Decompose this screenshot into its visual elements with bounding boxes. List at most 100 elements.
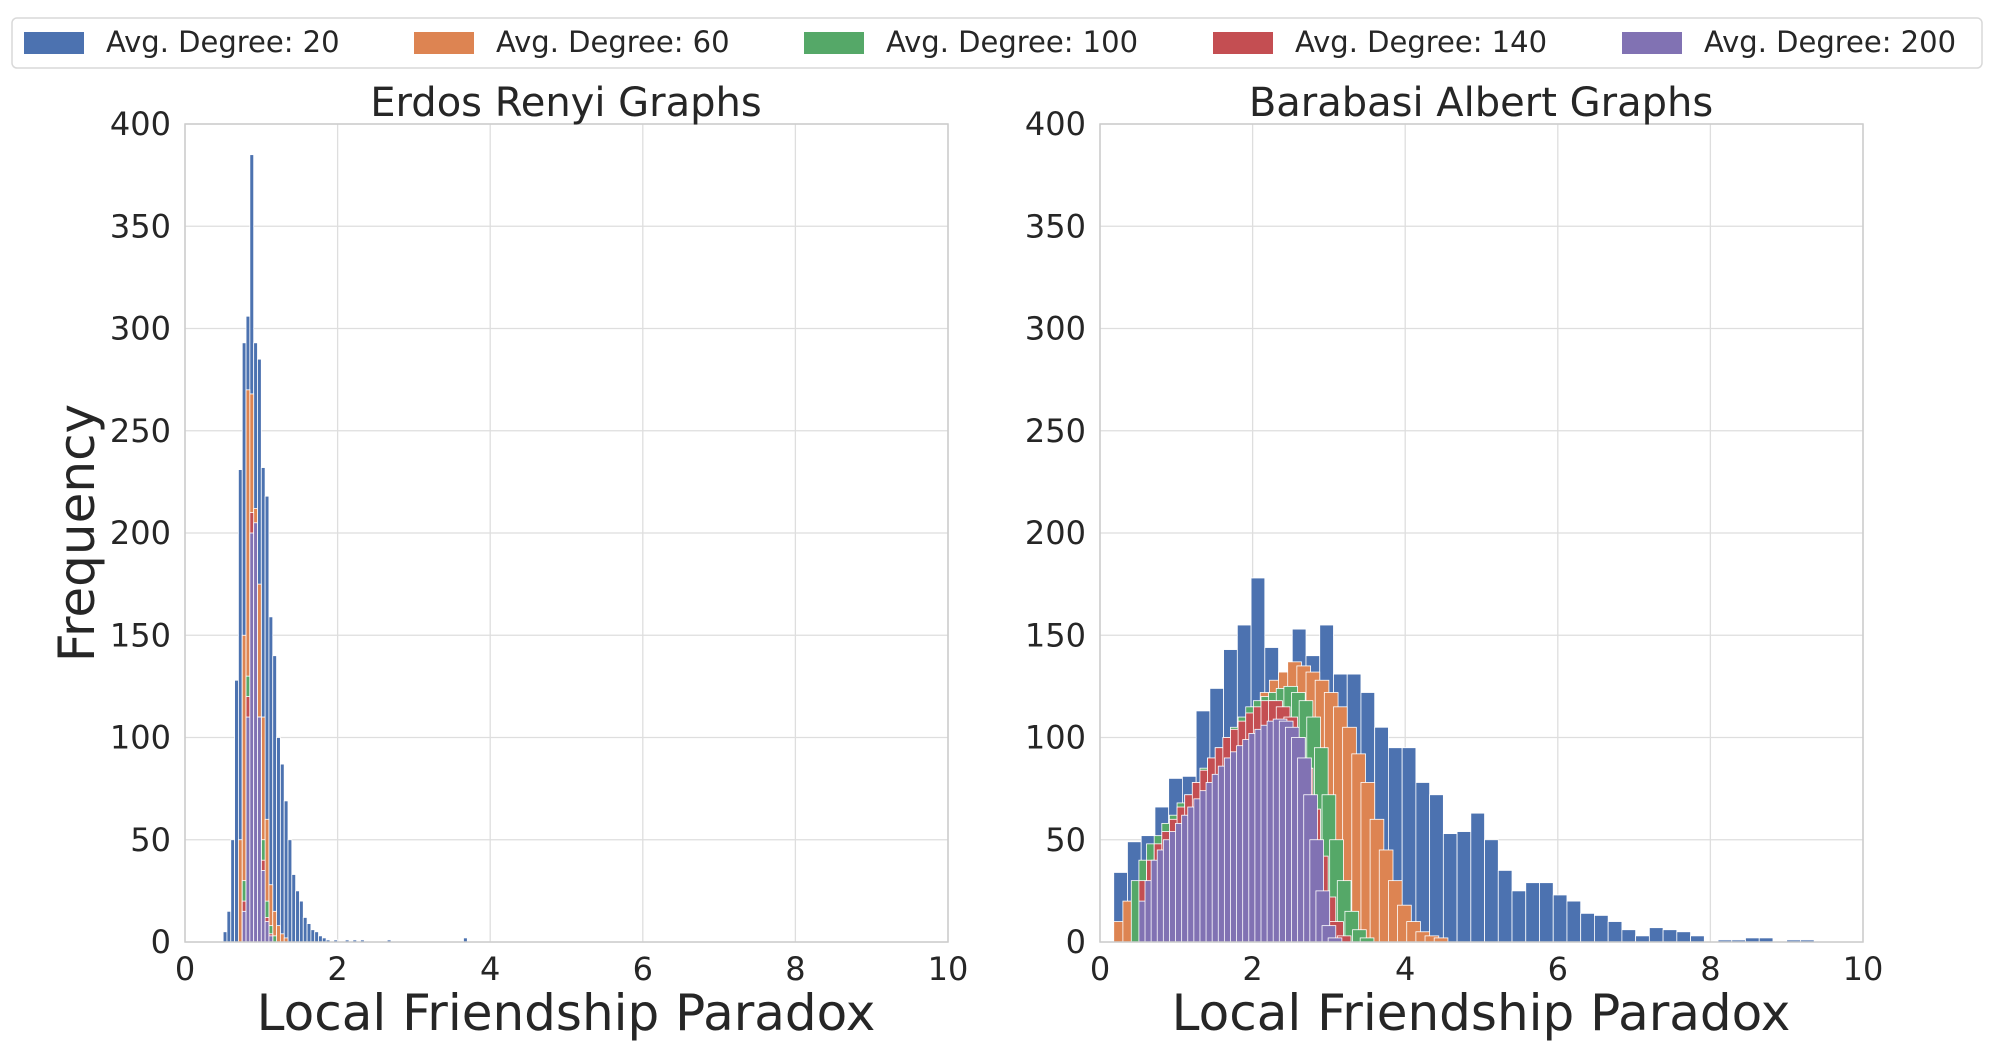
- legend-label: Avg. Degree: 100: [886, 25, 1138, 59]
- y-tick-label: 350: [1025, 207, 1086, 245]
- legend-swatch: [414, 32, 474, 54]
- y-tick-label: 100: [110, 719, 171, 757]
- histogram-bar: [249, 532, 255, 943]
- y-tick-label: 50: [130, 821, 171, 859]
- histogram-bar: [257, 716, 262, 943]
- y-tick-label: 200: [110, 514, 171, 552]
- histogram-bar: [1429, 794, 1444, 943]
- x-axis-label-erdos-renyi: Local Friendship Paradox: [257, 984, 876, 1042]
- chart-title-erdos-renyi: Erdos Renyi Graphs: [370, 80, 761, 126]
- x-tick-label: 2: [1242, 950, 1262, 988]
- y-tick-label: 0: [151, 923, 171, 961]
- legend-frame: [11, 17, 1983, 69]
- legend-swatch: [804, 32, 864, 54]
- histogram-bar: [234, 679, 239, 943]
- histogram-bar: [268, 935, 274, 943]
- legend-label: Avg. Degree: 140: [1295, 25, 1547, 59]
- histogram-bar: [1415, 782, 1431, 943]
- chart-title-barabasi-albert: Barabasi Albert Graphs: [1249, 80, 1713, 126]
- histogram-bar: [310, 929, 316, 943]
- histogram-bar: [314, 931, 319, 943]
- x-tick-label: 6: [633, 950, 653, 988]
- histogram-bar: [1635, 935, 1650, 943]
- y-tick-label: 400: [110, 105, 171, 143]
- histogram-bar: [279, 933, 285, 943]
- legend-item: Avg. Degree: 100: [804, 25, 1138, 59]
- histogram-bar: [1484, 839, 1499, 943]
- histogram-bar: [1456, 831, 1472, 943]
- y-tick-label: 150: [1025, 616, 1086, 654]
- histogram-bar: [226, 910, 232, 943]
- histogram-bar: [302, 917, 308, 943]
- histogram-bar: [245, 716, 251, 943]
- grid-erdos-renyi: [184, 123, 949, 943]
- y-tick-label: 100: [1025, 719, 1086, 757]
- x-tick-label: 6: [1548, 950, 1568, 988]
- histogram-bar: [1676, 931, 1691, 943]
- histogram-bar: [222, 931, 228, 943]
- y-tick-label: 50: [1045, 821, 1086, 859]
- histogram-bar: [1552, 894, 1568, 943]
- x-tick-label: 4: [480, 950, 500, 988]
- histogram-bar: [1470, 812, 1485, 943]
- x-tick-labels-barabasi-albert: 0 2 4 6 8 10: [1090, 950, 1884, 988]
- histogram-bar: [1594, 915, 1609, 943]
- histogram-bar: [276, 925, 281, 943]
- histogram-bar: [279, 763, 285, 943]
- x-tick-label: 8: [785, 950, 805, 988]
- subplot-erdos-renyi: 0 2 4 6 8 10 0 50 100 150 200 250 300 350 400 Erdos R…: [48, 80, 968, 1042]
- legend: Avg. Degree: 20 Avg. Degree: 60 Avg. Degre…: [11, 17, 1983, 69]
- histogram-bar: [295, 890, 300, 943]
- y-tick-label: 300: [110, 310, 171, 348]
- histogram-bar: [283, 800, 289, 943]
- legend-label: Avg. Degree: 200: [1704, 25, 1956, 59]
- histogram-bar: [299, 900, 304, 943]
- legend-swatch: [24, 32, 84, 54]
- histogram-bar: [1442, 833, 1458, 943]
- y-tick-label: 0: [1066, 923, 1086, 961]
- subplot-barabasi-albert: 0 2 4 6 8 10 0 50 100 150 200 250 300 350 400 Barabas…: [1025, 80, 1883, 1042]
- axes-frame-erdos-renyi: [184, 123, 949, 943]
- histogram-bar: [1580, 912, 1595, 943]
- axes-frame-barabasi-albert: [1099, 123, 1864, 943]
- x-tick-label: 0: [1090, 950, 1110, 988]
- x-tick-label: 10: [928, 950, 969, 988]
- histogram-bar: [291, 874, 297, 943]
- y-tick-labels-barabasi-albert: 0 50 100 150 200 250 300 350 400: [1025, 105, 1086, 961]
- histogram-bar: [276, 737, 281, 943]
- histogram-bar: [306, 923, 312, 943]
- bars-erdos-renyi: [222, 154, 468, 943]
- histogram-bar: [1607, 921, 1623, 943]
- histogram-bar: [1525, 882, 1540, 943]
- histogram-bar: [1648, 927, 1664, 943]
- legend-items: Avg. Degree: 20 Avg. Degree: 60 Avg. Degre…: [24, 25, 1956, 59]
- histogram-bar: [318, 935, 323, 943]
- histogram-bar: [238, 839, 243, 943]
- histogram-bar: [260, 870, 266, 943]
- y-tick-label: 200: [1025, 514, 1086, 552]
- y-tick-label: 400: [1025, 105, 1086, 143]
- x-axis-label-barabasi-albert: Local Friendship Paradox: [1172, 984, 1791, 1042]
- y-axis-label-erdos-renyi: Frequency: [48, 404, 106, 662]
- x-tick-labels-erdos-renyi: 0 2 4 6 8 10: [175, 950, 969, 988]
- histogram-bar: [272, 655, 277, 943]
- histogram-bar: [230, 839, 235, 943]
- legend-item: Avg. Degree: 200: [1622, 25, 1956, 59]
- histogram-bar: [272, 935, 277, 943]
- y-tick-label: 250: [1025, 412, 1086, 450]
- x-tick-label: 10: [1843, 950, 1884, 988]
- legend-swatch: [1622, 32, 1682, 54]
- y-tick-labels-erdos-renyi: 0 50 100 150 200 250 300 350 400: [110, 105, 171, 961]
- series-5: [241, 522, 274, 943]
- histogram-bar: [1566, 900, 1582, 943]
- y-tick-label: 250: [110, 412, 171, 450]
- histogram-bar: [253, 522, 258, 943]
- x-tick-label: 2: [327, 950, 347, 988]
- x-tick-label: 0: [175, 950, 195, 988]
- legend-label: Avg. Degree: 20: [106, 25, 340, 59]
- histogram-bar: [1662, 929, 1678, 943]
- legend-label: Avg. Degree: 60: [496, 25, 730, 59]
- x-tick-label: 8: [1700, 950, 1720, 988]
- histogram-bar: [1511, 890, 1527, 943]
